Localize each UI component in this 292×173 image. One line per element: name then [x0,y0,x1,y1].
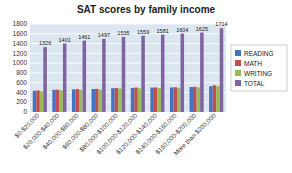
grid-line [30,24,226,25]
y-tick-label: 1000 [13,59,28,66]
bar [190,87,194,112]
legend-frame [231,45,287,91]
data-label: 1604 [176,27,188,33]
bar [170,87,174,112]
bar [197,87,201,112]
bar [193,87,197,112]
bar [131,88,135,112]
bar [181,34,185,112]
bar [200,33,204,112]
legend-label: WRITING [244,70,272,77]
y-tick-label: 1200 [13,50,28,57]
bar [72,89,76,112]
bar [115,88,119,112]
legend-swatch [235,70,241,76]
bar [213,85,217,112]
bar [92,89,96,112]
bar [56,90,60,112]
bar [209,86,213,112]
legend-label: READING [244,50,274,57]
bar [134,88,138,112]
data-label: 1497 [98,32,110,38]
bar [33,91,37,112]
y-tick-label: 0 [23,108,27,115]
data-label: 1625 [196,26,208,32]
y-tick-label: 800 [16,69,27,76]
bar [59,90,63,112]
y-tick-label: 400 [16,89,27,96]
plot-background [30,24,226,112]
bar [157,88,161,112]
y-tick-label: 200 [16,98,27,105]
bar [220,28,224,112]
bar [177,88,181,112]
data-label: 1581 [157,28,169,34]
y-tick-label: 1400 [13,40,28,47]
legend-label: MATH [244,60,262,67]
x-tick-label: More than $200,000 [172,111,217,156]
bar [83,41,87,112]
y-tick-label: 600 [16,79,27,86]
data-label: 1559 [137,29,149,35]
data-label: 1535 [117,30,129,36]
legend-swatch [235,60,241,66]
grid-line [30,43,226,44]
bar [173,87,177,112]
data-label: 1401 [59,37,71,43]
grid [30,24,226,112]
bar [122,37,126,112]
bar [40,91,44,112]
y-tick-label: 1600 [13,30,28,37]
bar [79,90,83,112]
legend-swatch [235,80,241,86]
legend-label: TOTAL [244,80,265,87]
grid-line [30,63,226,64]
grid-line [30,72,226,73]
bar [52,90,56,112]
data-label: 1714 [215,21,227,27]
title: SAT scores by family income [77,4,216,15]
bar [138,88,142,112]
bar [111,88,115,112]
bar [75,89,79,112]
bar [36,90,40,112]
data-label: 1461 [78,34,90,40]
legend: READING MATH WRITING TOTAL [231,45,287,91]
grid-line [30,53,226,54]
chart: SAT scores by family income 0 200 400 600 800… [0,0,292,173]
bar [95,89,99,112]
bar [161,35,165,112]
bar [154,87,158,112]
bar [63,44,67,112]
bar [99,90,103,112]
bar [43,47,47,112]
bar [141,36,145,112]
y-tick-label: 1800 [13,20,28,27]
data-labels: 1326 1401 1461 1497 1535 1559 1581 1604 1625 1714 [39,21,228,46]
legend-swatch [235,50,241,56]
bars [33,28,224,112]
bar [102,39,106,112]
grid-line [30,82,226,83]
data-label: 1326 [39,40,51,46]
bar [118,89,122,112]
bar [216,86,220,112]
bar [150,88,154,112]
